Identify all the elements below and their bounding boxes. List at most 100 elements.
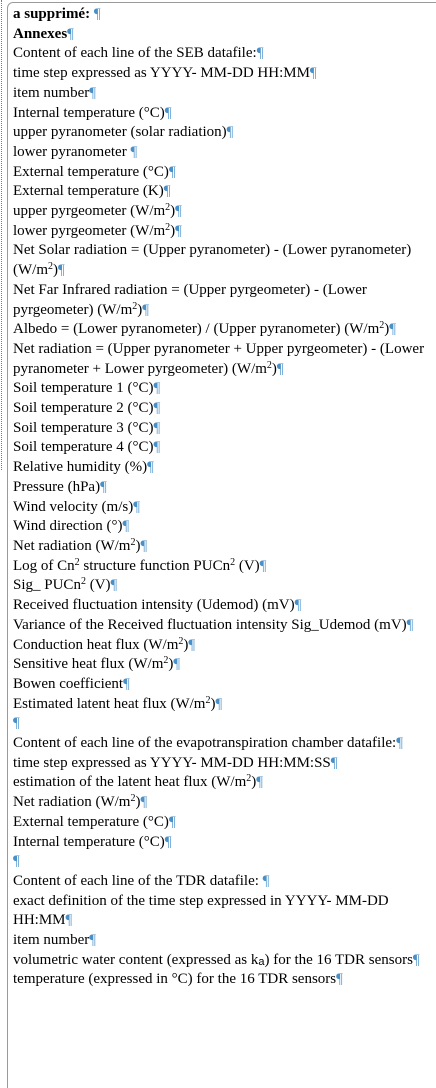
- paragraph: time step expressed as YYYY- MM-DD HH:MM…: [13, 64, 431, 84]
- paragraph: Wind direction (°)¶: [13, 517, 431, 537]
- paragraph: upper pyranometer (solar radiation)¶: [13, 123, 431, 143]
- text-run: Log of Cn: [13, 557, 75, 574]
- pilcrow: ¶: [188, 636, 196, 653]
- paragraph: Internal temperature (°C)¶: [13, 833, 431, 853]
- paragraph: External temperature (°C)¶: [13, 163, 431, 183]
- paragraph: Wind velocity (m/s)¶: [13, 498, 431, 518]
- paragraph: item number¶: [13, 84, 431, 104]
- paragraph: exact definition of the time step expres…: [13, 892, 431, 931]
- paragraph: time step expressed as YYYY- MM-DD HH:MM…: [13, 754, 431, 774]
- pilcrow: ¶: [100, 478, 107, 495]
- text-run: ): [271, 360, 277, 377]
- subscript: a: [258, 955, 265, 968]
- paragraph: Variance of the Received fluctuation int…: [13, 616, 431, 636]
- paragraph: volumetric water content (expressed as k…: [13, 951, 431, 971]
- text-run: Relative humidity (%): [13, 459, 148, 476]
- text-run: Sensitive heat flux (W/m: [13, 656, 164, 673]
- text-run: Variance of the Received fluctuation int…: [13, 616, 407, 633]
- text-run: exact definition of the time step expres…: [13, 892, 389, 929]
- pilcrow: ¶: [175, 222, 182, 239]
- paragraph: lower pyrgeometer (W/m2)¶: [13, 222, 431, 242]
- paragraph: Estimated latent heat flux (W/m2)¶: [13, 695, 431, 715]
- pilcrow: ¶: [406, 616, 414, 633]
- text-run: Net radiation (W/m: [13, 537, 131, 554]
- pilcrow: ¶: [336, 971, 343, 988]
- superscript: 2: [205, 694, 211, 706]
- paragraph: estimation of the latent heat flux (W/m2…: [13, 773, 431, 793]
- pilcrow: ¶: [123, 675, 130, 692]
- superscript: 2: [266, 359, 272, 371]
- text-run: Net radiation = (Upper pyranometer + Upp…: [13, 340, 425, 377]
- paragraph: Albedo = (Lower pyranometer) / (Upper py…: [13, 320, 431, 340]
- balloon-content: a supprimé: ¶ Annexes¶ Content of each l…: [13, 5, 431, 990]
- pilcrow: ¶: [153, 419, 161, 436]
- paragraph: upper pyrgeometer (W/m2)¶: [13, 202, 431, 222]
- text-run: Sig_ PUCn: [13, 577, 81, 594]
- text-run: item number: [13, 84, 90, 101]
- paragraph: Relative humidity (%)¶: [13, 458, 431, 478]
- paragraph: Sensitive heat flux (W/m2)¶: [13, 655, 431, 675]
- text-run: Content of each line of the SEB datafile…: [13, 45, 257, 62]
- pilcrow: ¶: [175, 203, 182, 220]
- pilcrow: ¶: [389, 321, 397, 338]
- text-run: Received fluctuation intensity (Udemod) …: [13, 597, 295, 614]
- paragraph: lower pyranometer ¶: [13, 143, 431, 163]
- text-run: ): [210, 695, 216, 712]
- text-run: Content of each line of the evapotranspi…: [13, 735, 397, 752]
- paragraph: Net radiation = (Upper pyranometer + Upp…: [13, 340, 431, 379]
- text-run: volumetric water content (expressed as k: [13, 951, 259, 968]
- balloon-header: a supprimé: ¶: [13, 5, 431, 25]
- pilcrow: ¶: [259, 557, 267, 574]
- comment-connector: [1, 0, 2, 470]
- pilcrow: ¶: [140, 794, 148, 811]
- superscript: 2: [246, 773, 252, 785]
- paragraph: External temperature (K)¶: [13, 182, 431, 202]
- heading: Annexes¶: [13, 25, 431, 45]
- text-run: ): [251, 774, 257, 791]
- pilcrow: ¶: [140, 537, 148, 554]
- text-run: ): [170, 203, 176, 220]
- text-run: item number: [13, 932, 90, 949]
- paragraph: temperature (expressed in °C) for the 16…: [13, 970, 431, 990]
- text-run: Soil temperature 4 (°C): [13, 439, 154, 456]
- superscript: 2: [379, 320, 385, 332]
- pilcrow: ¶: [173, 656, 181, 673]
- paragraph: ¶: [13, 714, 431, 734]
- paragraph: Net radiation (W/m2)¶: [13, 537, 431, 557]
- text-run: Estimated latent heat flux (W/m: [13, 695, 206, 712]
- pilcrow: ¶: [133, 498, 141, 515]
- pilcrow: ¶: [130, 143, 138, 160]
- text-run: temperature (expressed in °C) for the 16…: [13, 971, 337, 988]
- pilcrow: ¶: [89, 932, 97, 949]
- pilcrow: ¶: [13, 715, 20, 732]
- paragraph: Internal temperature (°C)¶: [13, 104, 431, 124]
- pilcrow: ¶: [67, 25, 74, 42]
- paragraph: Net radiation (W/m2)¶: [13, 793, 431, 813]
- text-run: Wind velocity (m/s): [13, 498, 134, 515]
- paragraph: Soil temperature 4 (°C)¶: [13, 438, 431, 458]
- text-run: Internal temperature (°C): [13, 104, 165, 121]
- text-run: Conduction heat flux (W/m: [13, 636, 179, 653]
- superscript: 2: [165, 202, 171, 214]
- pilcrow: ¶: [256, 774, 264, 791]
- paragraph: Soil temperature 3 (°C)¶: [13, 419, 431, 439]
- text-run: ): [135, 794, 141, 811]
- superscript: 2: [130, 793, 136, 805]
- superscript: 2: [130, 536, 136, 548]
- paragraph: Bowen coefficient¶: [13, 675, 431, 695]
- text-run: ): [183, 636, 189, 653]
- pilcrow: ¶: [147, 459, 154, 476]
- text-run: ): [168, 656, 174, 673]
- paragraph: Log of Cn2 structure function PUCn2 (V)¶: [13, 557, 431, 577]
- pilcrow: ¶: [164, 104, 172, 121]
- pilcrow: ¶: [294, 597, 302, 614]
- text-run: lower pyrgeometer (W/m: [13, 222, 166, 239]
- paragraph: Received fluctuation intensity (Udemod) …: [13, 596, 431, 616]
- text-run: Soil temperature 2 (°C): [13, 400, 154, 417]
- paragraph: Soil temperature 2 (°C)¶: [13, 399, 431, 419]
- pilcrow: ¶: [309, 65, 317, 82]
- superscript: 2: [165, 221, 171, 233]
- pilcrow: ¶: [226, 124, 234, 141]
